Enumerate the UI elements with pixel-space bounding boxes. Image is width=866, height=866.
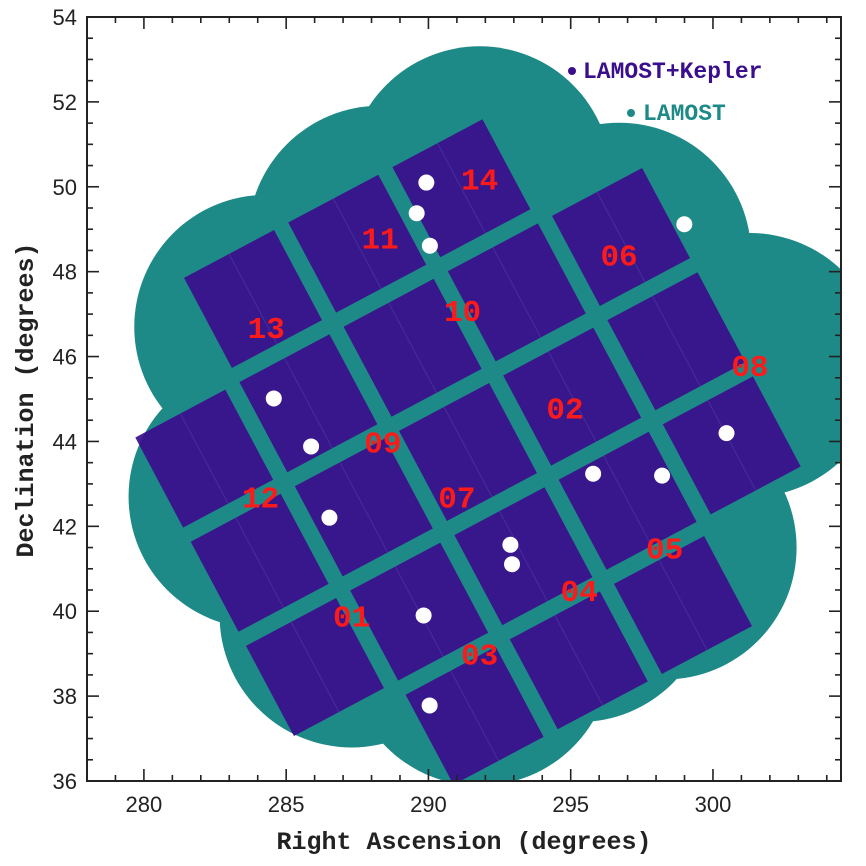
y-tick-label: 54 (53, 5, 77, 30)
ccd-gap (228, 253, 278, 345)
ccd-gap (332, 198, 382, 289)
bright-star-holes (265, 174, 735, 714)
legend: LAMOST+Kepler LAMOST (568, 59, 762, 127)
legend-marker-lamost (627, 109, 635, 117)
y-tick-label: 40 (53, 599, 77, 624)
ccd-gap (443, 406, 493, 498)
bright-star-hole (718, 425, 735, 442)
bright-star-hole (421, 697, 438, 714)
x-tick-label: 280 (126, 792, 163, 817)
ccd-gap (707, 400, 757, 491)
ccd-gap (547, 351, 597, 442)
bright-star-hole (421, 237, 438, 254)
kepler-module (405, 646, 544, 781)
y-tick-label: 42 (53, 514, 77, 539)
x-tick-label: 285 (268, 792, 305, 817)
ccd-gap (596, 191, 646, 283)
x-tick-label: 290 (410, 792, 447, 817)
field-label-11: 11 (361, 224, 398, 259)
ccd-gap (499, 510, 548, 602)
ccd-gap (235, 517, 285, 609)
ccd-gap (290, 621, 340, 713)
ccd-gap (388, 302, 437, 394)
ccd-gap (450, 670, 499, 762)
legend-label-lamost: LAMOST (643, 101, 726, 127)
y-tick-label: 38 (53, 684, 77, 709)
y-tick-label: 46 (53, 345, 77, 370)
axis-ticks (87, 16, 841, 782)
bright-star-hole (654, 467, 671, 484)
bright-star-hole (585, 465, 602, 482)
x-axis-label: Right Ascension (degrees) (276, 828, 651, 857)
y-tick-label: 50 (53, 175, 77, 200)
ccd-gap (179, 413, 229, 504)
field-label-05: 05 (646, 534, 683, 569)
field-label-13: 13 (248, 313, 285, 348)
field-label-01: 01 (333, 601, 370, 636)
bright-star-hole (303, 438, 320, 455)
bright-star-hole (418, 174, 435, 191)
ccd-gap (437, 142, 486, 234)
bright-star-hole (265, 390, 282, 407)
y-tick-label: 36 (53, 769, 77, 794)
x-tick-label: 300 (695, 792, 732, 817)
bright-star-hole (408, 205, 425, 222)
ccd-gap (651, 295, 701, 387)
bright-star-hole (502, 536, 519, 553)
field-label-14: 14 (461, 164, 498, 199)
ccd-gap (658, 559, 708, 651)
ccd-gap (339, 462, 389, 553)
ccd-gap (554, 615, 604, 706)
legend-label-lamost-kepler: LAMOST+Kepler (583, 59, 762, 85)
y-tick-label: 44 (53, 429, 77, 454)
y-axis-label: Declination (degrees) (12, 242, 41, 557)
y-tick-label: 48 (53, 260, 77, 285)
field-label-06: 06 (600, 241, 637, 276)
field-label-04: 04 (561, 576, 598, 611)
field-label-12: 12 (242, 483, 279, 518)
field-label-02: 02 (546, 393, 583, 428)
field-label-03: 03 (461, 640, 498, 675)
ccd-gap (492, 247, 542, 338)
bright-star-hole (676, 216, 693, 233)
field-label-07: 07 (438, 483, 475, 518)
field-label-10: 10 (444, 296, 481, 331)
field-label-08: 08 (731, 351, 768, 386)
legend-marker-lamost-kepler (568, 67, 576, 75)
field-label-09: 09 (364, 427, 401, 462)
bright-star-hole (415, 607, 432, 624)
ccd-gap (603, 455, 652, 547)
x-tick-label: 295 (552, 792, 589, 817)
ccd-gap (284, 357, 333, 449)
bright-star-hole (321, 509, 338, 526)
bright-star-hole (504, 556, 521, 573)
tick-labels: 280 285 290 295 300 36 38 40 42 44 46 48 50 52 54 (53, 5, 732, 817)
y-tick-label: 52 (53, 90, 77, 115)
field-labels: 01 02 03 04 05 06 07 08 09 10 11 12 13 14 (242, 164, 769, 674)
